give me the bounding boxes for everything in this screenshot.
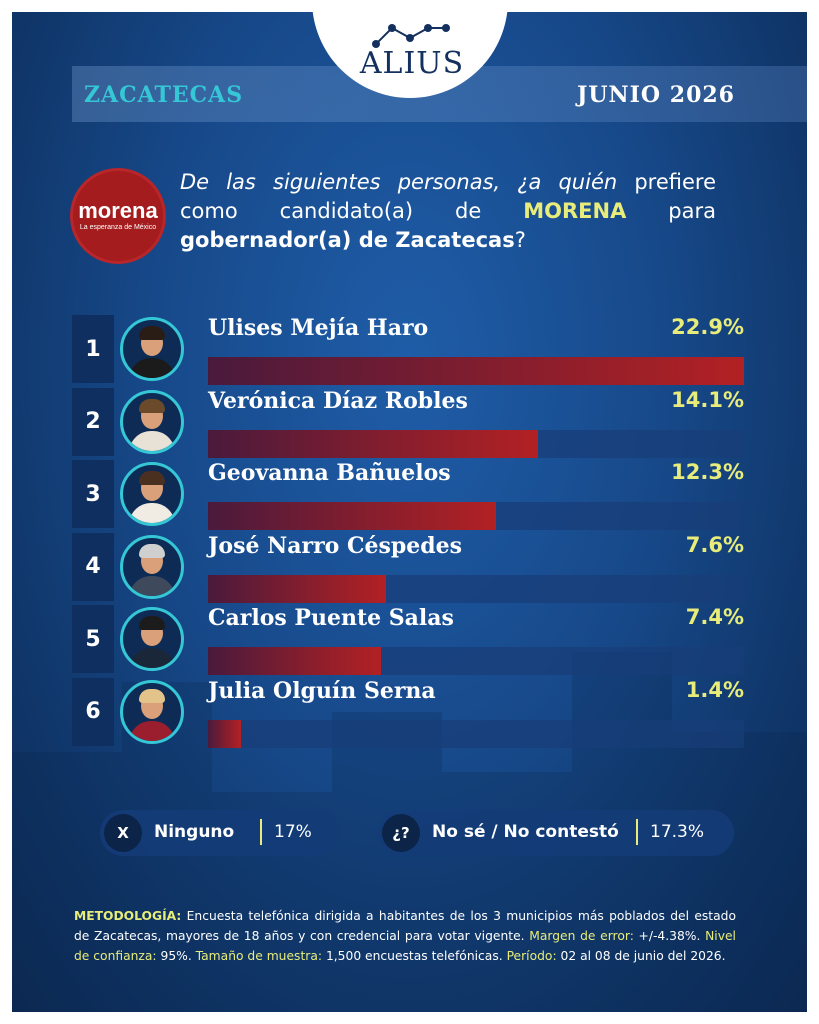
candidate-photo	[120, 607, 184, 671]
candidate-name: Verónica Díaz Robles	[208, 387, 468, 414]
candidate-photo	[120, 462, 184, 526]
candidate-name: Carlos Puente Salas	[208, 605, 454, 631]
party-logo: morena La esperanza de México	[70, 168, 166, 264]
bar-track	[208, 574, 744, 603]
question-party: MORENA	[523, 199, 627, 223]
question-part3: para	[668, 199, 716, 223]
bar	[208, 429, 538, 458]
bar	[208, 647, 381, 675]
party-name: morena	[78, 198, 158, 223]
bar-track	[208, 647, 744, 675]
candidate-percentage: 7.6%	[685, 532, 744, 557]
question-part2: prefiere como candidato(a) de	[180, 170, 716, 223]
no-sabe-value: 17.3%	[650, 822, 705, 842]
ninguno-pill: X Ninguno 17%	[100, 810, 340, 856]
brand-logo: ALIUS	[352, 20, 472, 90]
candidate-row: 2 Verónica Díaz Robles 14.1%	[72, 387, 744, 458]
candidate-row: 3 Geovanna Bañuelos 12.3%	[72, 460, 744, 530]
bar	[208, 574, 386, 603]
candidate-row: 6 Julia Olguín Serna 1.4%	[72, 677, 744, 748]
rank-number: 1	[72, 315, 114, 383]
margin-value: +/-4.38%.	[638, 929, 701, 943]
bar-track	[208, 357, 744, 385]
rank-number: 4	[72, 532, 114, 601]
methodology-text: Encuesta telefónica dirigida a habitante…	[74, 909, 736, 943]
bar	[208, 502, 496, 530]
survey-question: De las siguientes personas, ¿a quién pre…	[180, 168, 716, 255]
candidate-percentage: 14.1%	[671, 387, 744, 412]
candidate-percentage: 22.9%	[671, 315, 744, 339]
candidate-photo	[120, 389, 184, 454]
candidate-name: Geovanna Bañuelos	[208, 460, 451, 486]
party-tagline: La esperanza de México	[79, 224, 157, 231]
brand-name: ALIUS	[359, 46, 465, 81]
bar-track	[208, 719, 744, 748]
candidate-percentage: 12.3%	[671, 460, 744, 484]
region-label: ZACATECAS	[84, 82, 244, 108]
candidate-percentage: 7.4%	[685, 605, 744, 629]
separator	[260, 819, 262, 845]
bar	[208, 719, 241, 748]
methodology-note: METODOLOGÍA: Encuesta telefónica dirigid…	[74, 906, 736, 966]
candidate-photo	[120, 534, 184, 599]
period-value: 02 al 08 de junio del 2026.	[560, 949, 726, 963]
candidate-photo	[120, 679, 184, 744]
candidate-row: 4 José Narro Céspedes 7.6%	[72, 532, 744, 603]
rank-number: 2	[72, 387, 114, 456]
rank-number: 6	[72, 677, 114, 746]
bar-track	[208, 502, 744, 530]
period-key: Período:	[506, 949, 557, 963]
candidate-row: 1 Ulises Mejía Haro 22.9%	[72, 315, 744, 385]
candidate-percentage: 1.4%	[685, 677, 744, 702]
ninguno-label: Ninguno	[154, 822, 235, 842]
confidence-value: 95%.	[160, 949, 192, 963]
question-mark-icon: ¿?	[382, 814, 420, 852]
question-part1: De las siguientes personas, ¿a quién	[180, 170, 618, 194]
candidate-name: Julia Olguín Serna	[208, 677, 436, 704]
sample-key: Tamaño de muestra:	[195, 949, 323, 963]
no-sabe-label: No sé / No contestó	[432, 822, 619, 842]
candidate-name: José Narro Céspedes	[208, 532, 463, 559]
rank-number: 5	[72, 605, 114, 673]
candidate-row: 5 Carlos Puente Salas 7.4%	[72, 605, 744, 675]
rank-number: 3	[72, 460, 114, 528]
separator	[636, 819, 638, 845]
question-office: gobernador(a) de Zacatecas	[180, 228, 515, 252]
date-label: JUNIO 2026	[576, 82, 735, 108]
question-end: ?	[514, 228, 526, 252]
ninguno-value: 17%	[274, 822, 312, 842]
x-icon: X	[104, 814, 142, 852]
bar	[208, 357, 744, 385]
no-sabe-pill: ¿? No sé / No contestó 17.3%	[378, 810, 734, 856]
candidate-name: Ulises Mejía Haro	[208, 315, 429, 341]
methodology-key: METODOLOGÍA:	[74, 909, 182, 923]
bar-track	[208, 429, 744, 458]
candidate-photo	[120, 317, 184, 381]
network-icon	[372, 24, 450, 48]
sample-value: 1,500 encuestas telefónicas.	[325, 949, 503, 963]
margin-key: Margen de error:	[529, 929, 634, 943]
confidence-key: Nivel de confianza:	[74, 929, 736, 963]
